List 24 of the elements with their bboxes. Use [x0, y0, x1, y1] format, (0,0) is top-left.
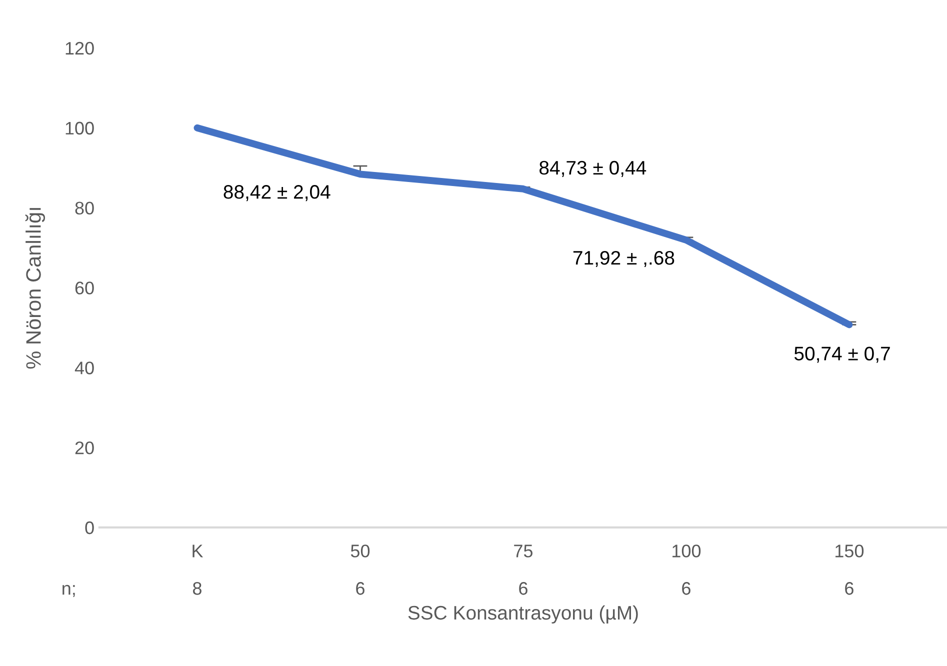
data-label: 84,73 ± 0,44	[540, 160, 646, 177]
x-tick-label: 150	[836, 544, 864, 558]
text: 8	[192, 582, 202, 595]
x-axis-title: SSC Konsantrasyonu (µM)	[408, 605, 638, 624]
x-tick-label: 50	[350, 544, 370, 558]
y-tick-label: 0	[85, 521, 94, 534]
text: 6	[845, 582, 854, 595]
y-tick-label: 60	[75, 282, 94, 294]
text: 6	[356, 582, 364, 595]
x-tick-label: 100	[672, 544, 701, 558]
y-tick-label: 100	[66, 122, 94, 135]
y-tick-label: 20	[75, 441, 94, 454]
text: n;	[62, 584, 75, 597]
y-tick-label: 40	[74, 362, 94, 374]
y-tick-label: 80	[75, 202, 94, 215]
data-label: 50,74 ± 0,7	[794, 346, 890, 363]
x-tick-label: 75	[514, 544, 533, 558]
text: 6	[519, 582, 528, 595]
data-label: 88,42 ± 2,04	[224, 185, 330, 202]
data-label: 71,92 ± ,.68	[573, 250, 674, 268]
y-tick-label: 120	[66, 42, 94, 55]
x-tick-label: K	[192, 544, 204, 558]
text: 6	[682, 582, 690, 595]
y-axis-title: % Nöron Canlılığı	[25, 208, 46, 369]
